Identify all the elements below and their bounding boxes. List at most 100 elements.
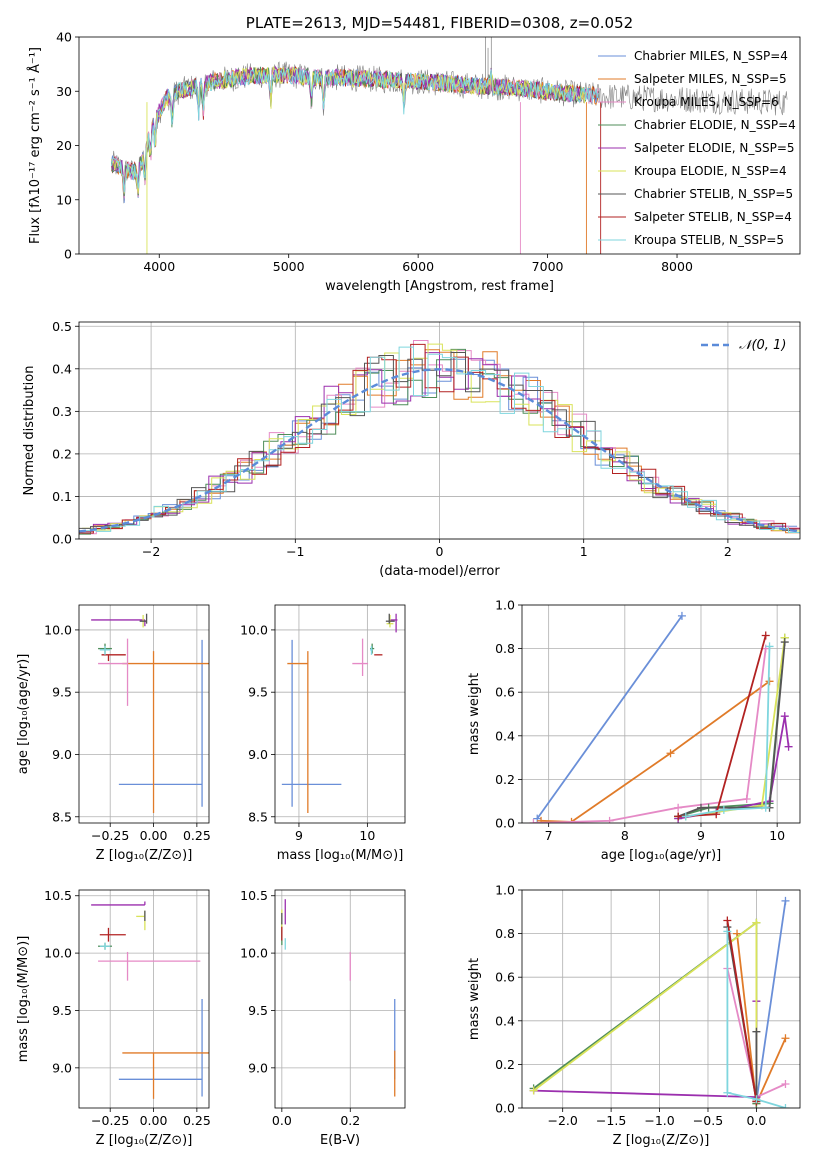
- y-tick-label: 10.0: [44, 622, 72, 637]
- x-tick-label: 0.25: [183, 1113, 211, 1128]
- x-tick-label: 7000: [532, 259, 564, 274]
- x-tick-label: 7: [545, 828, 553, 843]
- y-tick-label: 0.0: [495, 1101, 515, 1116]
- y-tick-label: 9.0: [248, 747, 268, 762]
- weight-marker: [696, 803, 705, 812]
- weight-line: [726, 920, 758, 1102]
- weight-marker: [742, 795, 751, 804]
- x-tick-label: 2: [724, 544, 732, 559]
- y-tick-label: 20: [56, 138, 72, 153]
- plot-area: [91, 901, 209, 1099]
- weight-marker: [761, 631, 770, 640]
- y-tick-label: 0.4: [495, 1013, 515, 1028]
- weight-line: [736, 933, 787, 1107]
- histogram-series: [79, 352, 798, 531]
- x-axis-label: wavelength [Angstrom, rest frame]: [325, 279, 554, 294]
- legend-label: Kroupa MILES, N_SSP=6: [634, 95, 779, 109]
- x-tick-label: 8: [621, 828, 629, 843]
- weight-series: [533, 611, 686, 823]
- legend: 𝒩(0, 1): [701, 338, 786, 353]
- weight-series: [529, 918, 761, 1106]
- weight-marker: [761, 803, 770, 812]
- axes-spectrum: 4000 5000 6000 7000 8000 0 10 20 30 40 wavelength …: [27, 30, 801, 294]
- x-axis-label: Z [log₁₀(Z/Z⊙)]: [613, 1133, 710, 1148]
- y-tick-label: 0.0: [495, 816, 515, 831]
- weight-marker: [765, 642, 774, 651]
- x-axis-label: (data-model)/error: [379, 564, 500, 579]
- axes-mass-vs-Z: −0.25 0.00 0.25 9.0 9.5 10.0 10.5 Z [log₁₀(Z/Z⊙…: [16, 888, 211, 1148]
- y-tick-label: 40: [56, 30, 72, 45]
- errorbar-point: [389, 613, 398, 633]
- weight-series: [681, 633, 789, 821]
- weight-marker: [529, 1086, 538, 1095]
- errorbar-point: [370, 643, 375, 654]
- weight-marker: [723, 1088, 732, 1097]
- y-tick-label: 0.8: [495, 926, 515, 941]
- weight-line: [755, 900, 787, 1102]
- histogram-series: [79, 352, 800, 532]
- y-tick-label: 9.5: [248, 685, 268, 700]
- errorbar-point: [101, 654, 126, 662]
- legend-label: Chabrier MILES, N_SSP=4: [634, 49, 788, 63]
- x-tick-label: 10: [769, 828, 785, 843]
- plot-area: [91, 613, 209, 814]
- errorbar-point: [281, 639, 342, 807]
- x-axis-label: Z [log₁₀(Z/Z⊙)]: [96, 1133, 193, 1148]
- x-tick-label: −2: [142, 544, 160, 559]
- weight-marker: [781, 1034, 790, 1043]
- x-tick-label: 0.2: [340, 1113, 360, 1128]
- y-tick-label: 10.0: [240, 622, 268, 637]
- weight-marker: [674, 803, 683, 812]
- weight-marker: [666, 749, 675, 758]
- errorbar-point: [98, 951, 201, 981]
- y-tick-label: 9.5: [248, 1003, 268, 1018]
- plot-area: [281, 613, 398, 814]
- x-tick-label: −1.5: [596, 1113, 626, 1128]
- y-tick-label: 30: [56, 84, 72, 99]
- y-axis-label: age [log₁₀(age/yr)]: [16, 654, 31, 775]
- weight-marker: [781, 1080, 790, 1089]
- x-tick-label: −1.0: [644, 1113, 674, 1128]
- errorbar-point: [370, 646, 373, 655]
- weight-line: [536, 615, 683, 820]
- legend-label: Kroupa ELODIE, N_SSP=4: [634, 164, 787, 178]
- x-tick-label: −0.5: [693, 1113, 723, 1128]
- legend-label: Salpeter ELODIE, N_SSP=5: [634, 141, 795, 155]
- y-tick-label: 0.1: [52, 489, 72, 504]
- y-tick-label: 0.4: [495, 728, 515, 743]
- y-axis-label: mass weight: [467, 673, 482, 755]
- x-axis-label: E(B-V): [320, 1133, 360, 1148]
- y-tick-label: 0.2: [495, 772, 515, 787]
- x-tick-label: 0.25: [183, 828, 211, 843]
- errorbar-point: [98, 638, 129, 706]
- weight-marker: [781, 896, 790, 905]
- x-tick-label: 0.0: [272, 1113, 292, 1128]
- axes-weight-vs-age: 7 8 9 10 0.0 0.2 0.4 0.6 0.8 1.0 age [log₁₀(age/yr…: [467, 598, 801, 863]
- weight-marker: [681, 812, 690, 821]
- x-tick-label: 10: [359, 828, 375, 843]
- y-tick-label: 0.2: [495, 1057, 515, 1072]
- weight-marker: [780, 638, 789, 647]
- legend: Chabrier MILES, N_SSP=4 Salpeter MILES, N…: [598, 49, 796, 247]
- weight-marker: [719, 805, 728, 814]
- legend-label: Salpeter MILES, N_SSP=5: [634, 72, 787, 86]
- axes-frame: [78, 36, 801, 255]
- errorbar-point: [287, 651, 309, 814]
- axes-weight-vs-Z: −2.0 −1.5 −1.0 −0.5 0.0 0.0 0.2 0.4 0.6 0.8 1.0 Z […: [467, 883, 801, 1148]
- axes-frame: [521, 889, 801, 1109]
- weight-marker: [784, 742, 793, 751]
- y-tick-label: 0.2: [52, 446, 72, 461]
- weight-marker: [674, 812, 683, 821]
- x-tick-label: 5000: [273, 259, 305, 274]
- y-tick-label: 9.0: [52, 1060, 72, 1075]
- weight-line: [540, 680, 771, 823]
- y-axis-label: Normed distribution: [22, 366, 37, 496]
- x-tick-label: 9: [295, 828, 303, 843]
- x-axis-label: Z [log₁₀(Z/Z⊙)]: [96, 848, 193, 863]
- errorbar-point: [99, 927, 126, 942]
- chart-title: PLATE=2613, MJD=54481, FIBERID=0308, z=0…: [246, 14, 633, 32]
- plot-area: [529, 611, 793, 823]
- legend-label: Chabrier ELODIE, N_SSP=4: [634, 118, 796, 132]
- weight-marker: [723, 927, 732, 936]
- y-tick-label: 8.5: [248, 809, 268, 824]
